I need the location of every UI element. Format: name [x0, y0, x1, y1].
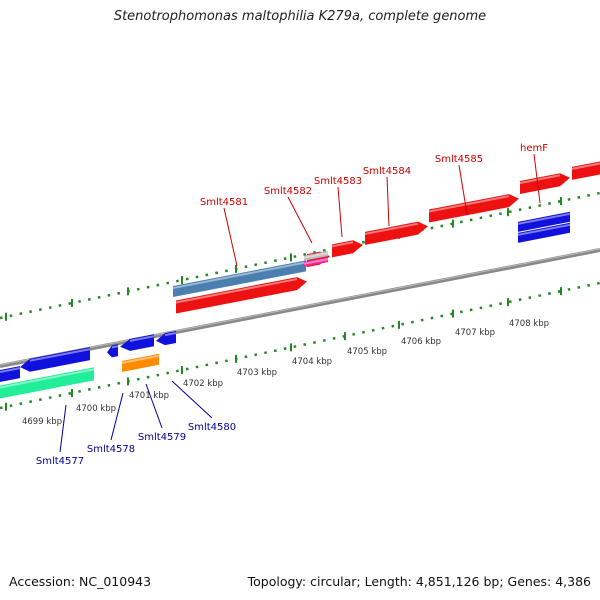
- gene-smlt4581: [176, 277, 307, 314]
- scale-label-4706: 4706 kbp: [401, 337, 441, 347]
- gene-highlight: [111, 345, 119, 349]
- gene-label-smlt4577: Smlt4577: [36, 456, 84, 467]
- feature-pink-bar: [304, 257, 328, 267]
- scale-label-4705: 4705 kbp: [347, 347, 387, 357]
- gene-reverse-left: [0, 366, 20, 382]
- gene-smlt4580-arrow: [156, 330, 176, 346]
- gene-highlight: [129, 335, 155, 342]
- gene-highlight: [0, 367, 21, 373]
- leader-smlt4585: [458, 164, 468, 215]
- scale-label-4699: 4699 kbp: [22, 417, 62, 427]
- gene-next-forward: [572, 161, 600, 180]
- gene-hemf: [520, 173, 570, 194]
- lower-dotted-guide: [0, 281, 600, 410]
- feature-blue-forward: [518, 211, 570, 232]
- scale-label-4708: 4708 kbp: [509, 319, 549, 329]
- gene-highlight: [164, 331, 177, 337]
- gene-label-smlt4584: Smlt4584: [363, 166, 411, 177]
- leader-smlt4578: [110, 392, 124, 441]
- gene-highlight: [364, 222, 419, 235]
- gene-label-smlt4578: Smlt4578: [87, 444, 135, 455]
- leader-smlt4577: [59, 404, 67, 453]
- scale-label-4701: 4701 kbp: [129, 391, 169, 401]
- leader-smlt4584: [386, 176, 390, 227]
- feature-teal-bar: [0, 367, 94, 399]
- gene-label-smlt4583: Smlt4583: [314, 176, 362, 187]
- scale-label-4704: 4704 kbp: [292, 357, 332, 367]
- scale-label-4703: 4703 kbp: [237, 368, 277, 378]
- gene-highlight: [29, 348, 91, 362]
- gene-label-smlt4580: Smlt4580: [188, 422, 236, 433]
- major-ticks: [5, 197, 562, 411]
- gene-reverse-2: [20, 347, 90, 372]
- topology-label: Topology: circular; Length: 4,851,126 bp…: [247, 574, 591, 589]
- leader-smlt4583: [337, 186, 343, 238]
- gene-label-hemf: hemF: [520, 143, 548, 154]
- feature-steel-bar: [173, 260, 306, 298]
- gene-highlight: [172, 261, 307, 290]
- gene-features: [0, 161, 600, 399]
- gene-highlight: [175, 278, 298, 304]
- gene-highlight: [0, 368, 95, 389]
- gene-smlt4583: [332, 240, 363, 258]
- map-title: Stenotrophomonas maltophilia K279a, comp…: [113, 9, 487, 24]
- genome-backbone-highlight: [0, 248, 600, 366]
- gene-label-smlt4585: Smlt4585: [435, 154, 483, 165]
- scale-label-4702: 4702 kbp: [183, 379, 223, 389]
- leader-smlt4581: [223, 207, 238, 267]
- gene-smlt4579-arrow: [120, 334, 154, 351]
- gene-highlight: [428, 195, 510, 213]
- gene-smlt4584: [365, 221, 428, 245]
- leader-smlt4579: [145, 383, 163, 429]
- gene-highlight: [571, 162, 600, 170]
- gene-highlight: [519, 174, 561, 184]
- feature-grey-bar: [304, 251, 328, 261]
- genome-backbone: [0, 248, 600, 368]
- gene-smlt4585: [429, 194, 519, 223]
- gene-smlt4578-arrow: [107, 344, 118, 358]
- scale-label-4707: 4707 kbp: [455, 328, 495, 338]
- gene-highlight: [303, 258, 329, 265]
- leader-smlt4580: [171, 380, 213, 419]
- leader-hemf: [533, 153, 541, 204]
- upper-dotted-guide: [0, 191, 600, 320]
- label-leader-lines: [59, 153, 541, 453]
- gene-highlight: [331, 241, 354, 248]
- gene-highlight: [517, 223, 571, 236]
- scale-label-4700: 4700 kbp: [76, 404, 116, 414]
- gene-label-smlt4582: Smlt4582: [264, 186, 312, 197]
- feature-orange-bar: [122, 353, 159, 372]
- leader-smlt4582: [287, 196, 313, 244]
- accession-label: Accession: NC_010943: [9, 574, 152, 589]
- gene-highlight: [303, 252, 329, 259]
- gene-highlight: [517, 212, 571, 225]
- feature-blue-forward-lower: [518, 222, 570, 243]
- gene-label-smlt4579: Smlt4579: [138, 432, 186, 443]
- gene-label-smlt4581: Smlt4581: [200, 197, 248, 208]
- gene-highlight: [121, 354, 160, 364]
